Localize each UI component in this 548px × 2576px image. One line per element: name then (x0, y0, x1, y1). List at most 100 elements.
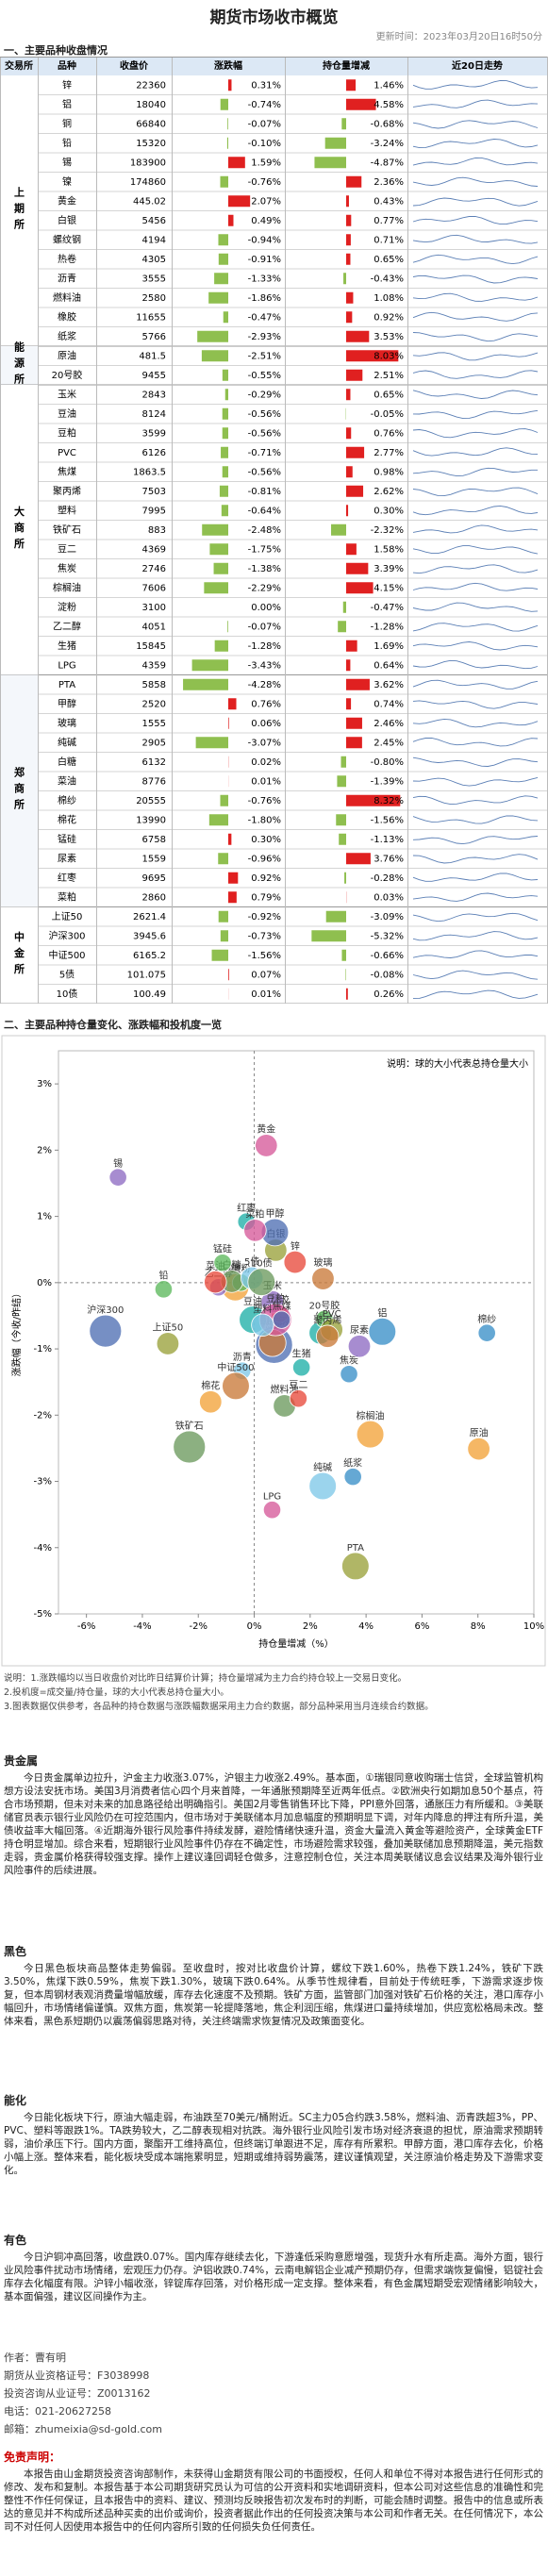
close-price: 100.49 (133, 989, 166, 1000)
sparkline (412, 292, 539, 302)
bubble (251, 1313, 274, 1337)
change-bar (214, 640, 228, 652)
change-pct: -0.29% (248, 390, 281, 400)
oi-change: 0.98% (374, 467, 404, 477)
y-tick-label: -4% (34, 1543, 52, 1554)
bubble (289, 1389, 307, 1408)
bubble (356, 1420, 385, 1449)
product-name: 热卷 (58, 253, 76, 265)
change-bar (220, 175, 228, 188)
sparkline (412, 679, 539, 690)
change-pct: -2.51% (248, 351, 281, 361)
product-name: 玉米 (58, 388, 76, 400)
change-bar (228, 891, 237, 904)
exchange-name: 郑商所 (13, 766, 25, 815)
bubble-label: 棉纱 (477, 1313, 496, 1325)
oi-bar (346, 659, 351, 672)
sparkline (412, 931, 539, 941)
article: 能化 今日能化板块下行，原油大幅走弱，布油跌至70美元/桶附近。SC主力05合约跌… (4, 2092, 543, 2177)
oi-bar (345, 969, 346, 981)
column-header: 近20日走势 (452, 59, 503, 72)
close-price: 4359 (142, 660, 166, 671)
change-bar (211, 949, 228, 961)
oi-bar (346, 446, 365, 458)
y-tick-label: -1% (34, 1344, 52, 1354)
change-pct: -4.28% (248, 680, 281, 690)
bubble-label: 纯碱 (313, 1461, 332, 1473)
change-pct: -2.29% (248, 583, 281, 593)
product-name: 纸浆 (58, 330, 76, 342)
change-bar (220, 98, 228, 110)
product-name: 焦煤 (58, 465, 76, 477)
close-price: 2860 (142, 892, 166, 903)
close-price: 9455 (142, 371, 166, 381)
product-name: 中证500 (48, 949, 85, 961)
product-name: 螺纹钢 (53, 233, 81, 245)
change-bar (218, 853, 228, 865)
change-bar (222, 407, 228, 420)
oi-change: 1.08% (374, 293, 404, 304)
group-cell (0, 906, 38, 1004)
sparkline (412, 197, 539, 207)
oi-change: 1.69% (374, 641, 404, 652)
oi-bar (346, 466, 353, 478)
close-price: 6165.2 (133, 951, 166, 961)
oi-bar (340, 756, 346, 768)
change-bar (221, 446, 228, 458)
sparkline (412, 795, 539, 806)
product-name: 聚丙烯 (53, 485, 81, 497)
oi-change: 4.58% (374, 100, 404, 110)
oi-change: 0.71% (374, 235, 404, 245)
article: 黑色 今日黑色板块商品整体走势偏弱。至收盘时，按对比收盘价计算，螺纹下跌1.60%… (4, 1943, 543, 2028)
close-price: 101.075 (127, 970, 166, 980)
change-bar (227, 118, 228, 130)
change-pct: 0.31% (251, 80, 281, 91)
column-header: 品种 (58, 59, 76, 72)
sparkline (412, 564, 539, 574)
product-name: 甲醇 (58, 697, 76, 709)
author-line: 作者：曹有明 (4, 2352, 66, 2364)
sparkline (412, 120, 539, 129)
product-name: 塑料 (58, 504, 76, 516)
change-bar (209, 543, 228, 556)
author-line: 邮箱：zhumeixia@sd-gold.com (4, 2423, 162, 2435)
change-pct: -0.76% (248, 796, 281, 806)
product-name: 玻璃 (58, 717, 76, 729)
oi-change: 4.15% (374, 583, 404, 593)
change-pct: -1.75% (248, 544, 281, 555)
article-heading: 贵金属 (4, 1754, 39, 1768)
close-price: 3555 (142, 274, 166, 284)
sparkline (412, 352, 539, 361)
close-price: 6126 (142, 448, 166, 458)
oi-change: -1.39% (371, 776, 404, 787)
product-name: 铝 (62, 99, 72, 110)
change-pct: -0.94% (248, 235, 281, 245)
sparkline (412, 602, 539, 612)
bubble (199, 1390, 223, 1414)
column-header: 持仓量增减 (323, 59, 370, 72)
product-name: 锡 (62, 156, 72, 168)
bubble-label: 红枣 (237, 1202, 256, 1214)
oi-change: -1.28% (371, 622, 404, 632)
oi-bar (346, 717, 362, 729)
change-pct: -0.71% (248, 448, 281, 458)
sparkline (412, 854, 539, 864)
product-name: 焦炭 (58, 562, 76, 574)
disclaimer-heading: 免责声明： (4, 2451, 61, 2464)
change-pct: -0.81% (248, 487, 281, 497)
change-bar (218, 253, 228, 265)
sparkline (412, 524, 539, 534)
oi-bar (346, 175, 362, 188)
author-line: 投资咨询从业证号：Z0013162 (4, 2387, 151, 2400)
page-title: 期货市场收市概览 (209, 8, 339, 27)
change-pct: -0.73% (248, 931, 281, 941)
close-price: 481.5 (139, 351, 166, 361)
bubble-label: 上证50 (153, 1322, 184, 1334)
section-heading: 二、主要品种持仓量变化、涨跌幅和投机度一览 (4, 1019, 222, 1031)
close-price: 11655 (136, 312, 166, 323)
product-name: 燃料油 (53, 291, 81, 304)
oi-bar (346, 582, 374, 594)
oi-change: 0.76% (374, 428, 404, 439)
oi-change: -0.08% (371, 970, 404, 980)
bubble (222, 1371, 250, 1401)
